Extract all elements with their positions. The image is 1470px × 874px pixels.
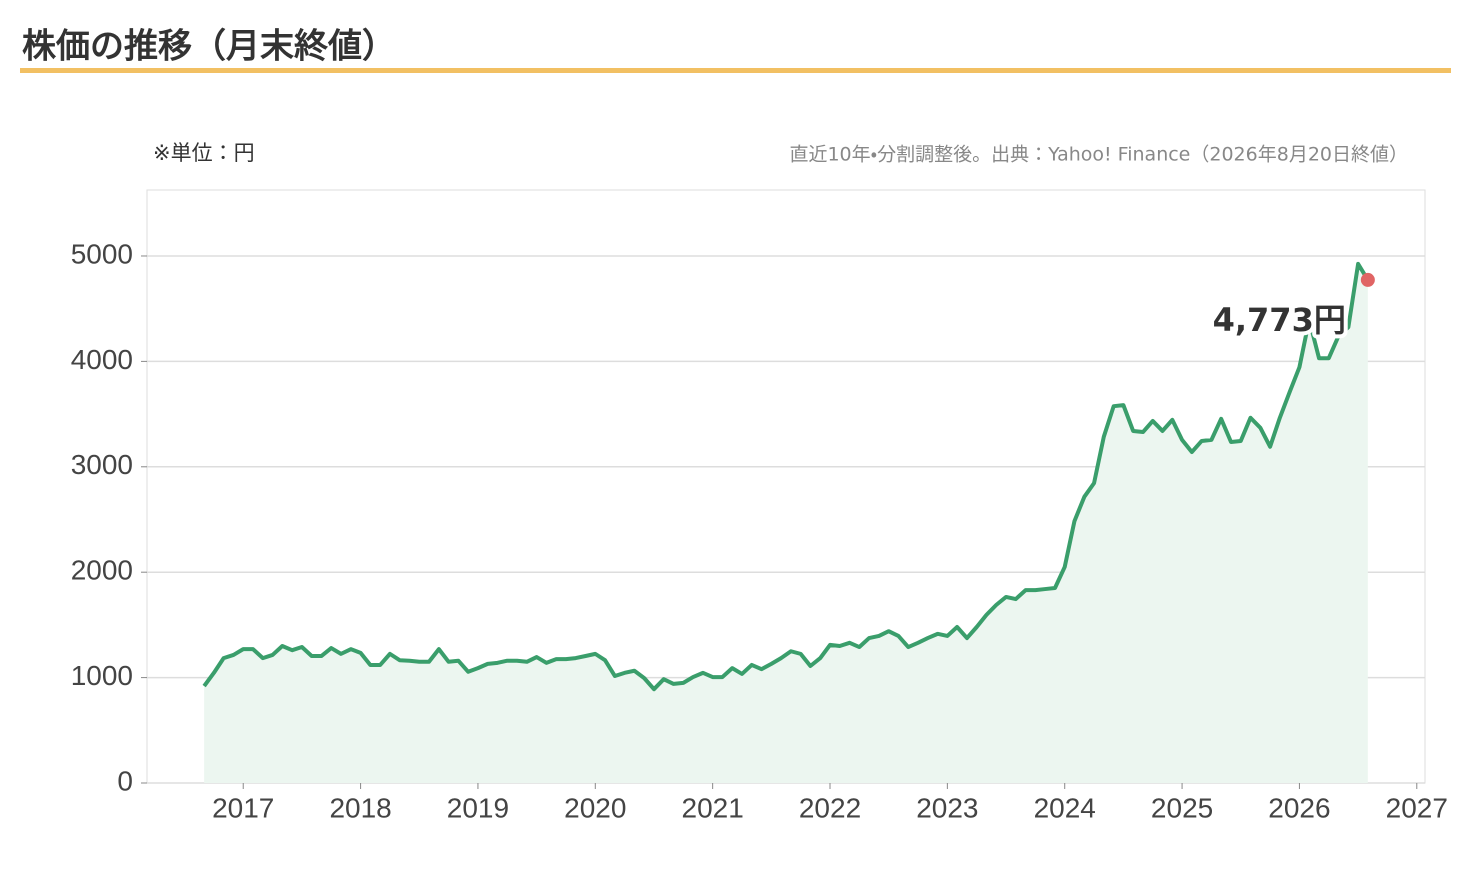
x-tick-label: 2017 — [212, 792, 274, 823]
x-tick-label: 2024 — [1034, 792, 1096, 823]
x-tick-label: 2023 — [916, 792, 978, 823]
y-tick-label: 5000 — [71, 238, 133, 269]
y-tick-label: 0 — [117, 765, 133, 796]
title-underline — [20, 68, 1451, 73]
area — [204, 263, 1368, 783]
y-tick-label: 4000 — [71, 344, 133, 375]
x-tick-label: 2018 — [329, 792, 391, 823]
y-tick-label: 3000 — [71, 449, 133, 480]
x-tick-label: 2019 — [447, 792, 509, 823]
x-tick-label: 2022 — [799, 792, 861, 823]
value-label: 4,773円 — [1213, 301, 1346, 339]
chart-title: 株価の推移（月末終値） — [22, 27, 396, 67]
source-note: 直近10年・分割調整後。出典：Yahoo! Finance（2026年8月20日… — [789, 144, 1408, 166]
y-tick-label: 2000 — [71, 555, 133, 586]
line — [202, 261, 1370, 692]
x-tick-label: 2026 — [1268, 792, 1330, 823]
unit-note: ※単位：円 — [153, 141, 255, 165]
x-tick-label: 2027 — [1386, 792, 1448, 823]
point-marker — [1360, 272, 1375, 287]
x-tick-label: 2025 — [1151, 792, 1213, 823]
y-tick-label: 1000 — [71, 660, 133, 691]
x-tick-label: 2021 — [682, 792, 744, 823]
x-tick-label: 2020 — [564, 792, 626, 823]
